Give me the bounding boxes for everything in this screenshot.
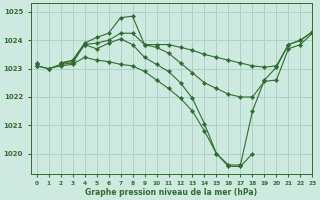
- X-axis label: Graphe pression niveau de la mer (hPa): Graphe pression niveau de la mer (hPa): [85, 188, 258, 197]
